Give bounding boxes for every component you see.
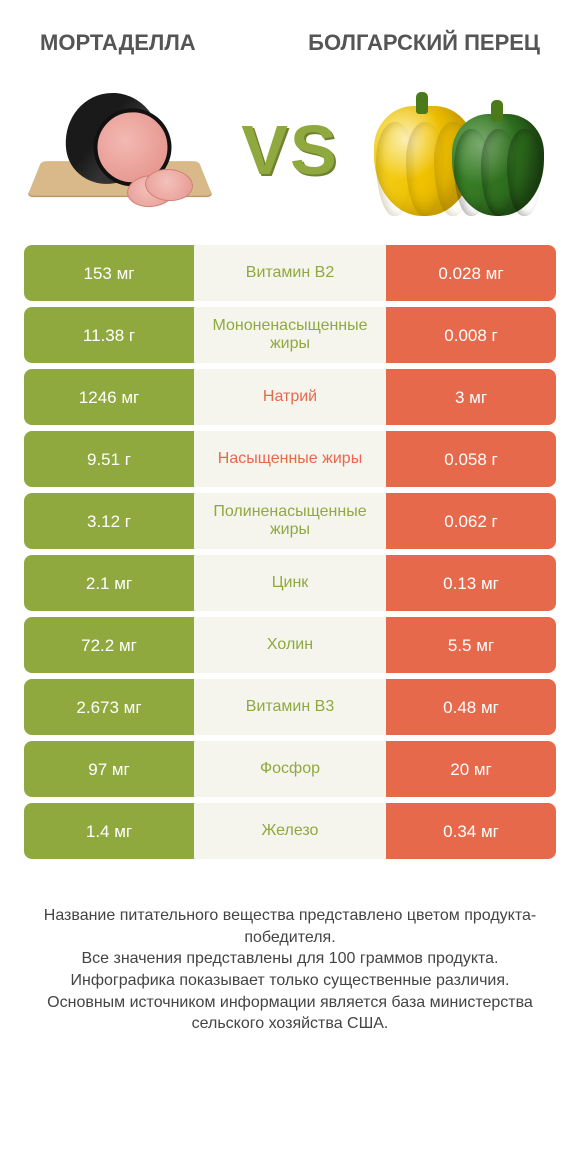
value-left: 153 мг bbox=[24, 245, 194, 301]
value-left: 2.673 мг bbox=[24, 679, 194, 735]
value-left: 11.38 г bbox=[24, 307, 194, 363]
table-row: 72.2 мгХолин5.5 мг bbox=[24, 617, 556, 673]
value-left: 72.2 мг bbox=[24, 617, 194, 673]
table-row: 97 мгФосфор20 мг bbox=[24, 741, 556, 797]
comparison-table: 153 мгВитамин B20.028 мг 11.38 гМононенас… bbox=[0, 245, 580, 859]
vs-label: VS bbox=[241, 110, 338, 190]
value-right: 0.13 мг bbox=[386, 555, 556, 611]
nutrient-label: Витамин B2 bbox=[194, 245, 386, 301]
nutrient-label: Железо bbox=[194, 803, 386, 859]
footer-line: Основным источником информации является … bbox=[24, 992, 556, 1035]
value-right: 0.028 мг bbox=[386, 245, 556, 301]
value-left: 3.12 г bbox=[24, 493, 194, 549]
table-row: 2.1 мгЦинк0.13 мг bbox=[24, 555, 556, 611]
value-right: 0.062 г bbox=[386, 493, 556, 549]
table-row: 9.51 гНасыщенные жиры0.058 г bbox=[24, 431, 556, 487]
value-left: 9.51 г bbox=[24, 431, 194, 487]
nutrient-label: Цинк bbox=[194, 555, 386, 611]
value-right: 0.48 мг bbox=[386, 679, 556, 735]
nutrient-label: Холин bbox=[194, 617, 386, 673]
footer-line: Инфографика показывает только существенн… bbox=[24, 970, 556, 992]
table-row: 11.38 гМононенасыщенные жиры0.008 г bbox=[24, 307, 556, 363]
value-left: 1.4 мг bbox=[24, 803, 194, 859]
value-right: 20 мг bbox=[386, 741, 556, 797]
peppers-illustration bbox=[370, 80, 550, 220]
value-left: 1246 мг bbox=[24, 369, 194, 425]
nutrient-label: Фосфор bbox=[194, 741, 386, 797]
footer-line: Все значения представлены для 100 граммо… bbox=[24, 948, 556, 970]
food-image-right bbox=[370, 75, 550, 225]
nutrient-label: Натрий bbox=[194, 369, 386, 425]
table-row: 3.12 гПолиненасыщенные жиры0.062 г bbox=[24, 493, 556, 549]
mortadella-illustration bbox=[35, 85, 205, 215]
title-right: БОЛГАРСКИЙ ПЕРЕЦ bbox=[308, 30, 540, 55]
nutrient-label: Насыщенные жиры bbox=[194, 431, 386, 487]
footer-notes: Название питательного вещества представл… bbox=[0, 865, 580, 1035]
value-left: 2.1 мг bbox=[24, 555, 194, 611]
value-left: 97 мг bbox=[24, 741, 194, 797]
value-right: 0.34 мг bbox=[386, 803, 556, 859]
table-row: 1.4 мгЖелезо0.34 мг bbox=[24, 803, 556, 859]
value-right: 0.008 г bbox=[386, 307, 556, 363]
value-right: 3 мг bbox=[386, 369, 556, 425]
header: МОРТАДЕЛЛА БОЛГАРСКИЙ ПЕРЕЦ bbox=[0, 0, 580, 65]
nutrient-label: Витамин B3 bbox=[194, 679, 386, 735]
value-right: 0.058 г bbox=[386, 431, 556, 487]
title-left: МОРТАДЕЛЛА bbox=[40, 30, 196, 55]
nutrient-label: Мононенасыщенные жиры bbox=[194, 307, 386, 363]
hero: VS bbox=[0, 65, 580, 245]
table-row: 153 мгВитамин B20.028 мг bbox=[24, 245, 556, 301]
nutrient-label: Полиненасыщенные жиры bbox=[194, 493, 386, 549]
food-image-left bbox=[30, 75, 210, 225]
table-row: 1246 мгНатрий3 мг bbox=[24, 369, 556, 425]
footer-line: Название питательного вещества представл… bbox=[24, 905, 556, 948]
table-row: 2.673 мгВитамин B30.48 мг bbox=[24, 679, 556, 735]
value-right: 5.5 мг bbox=[386, 617, 556, 673]
